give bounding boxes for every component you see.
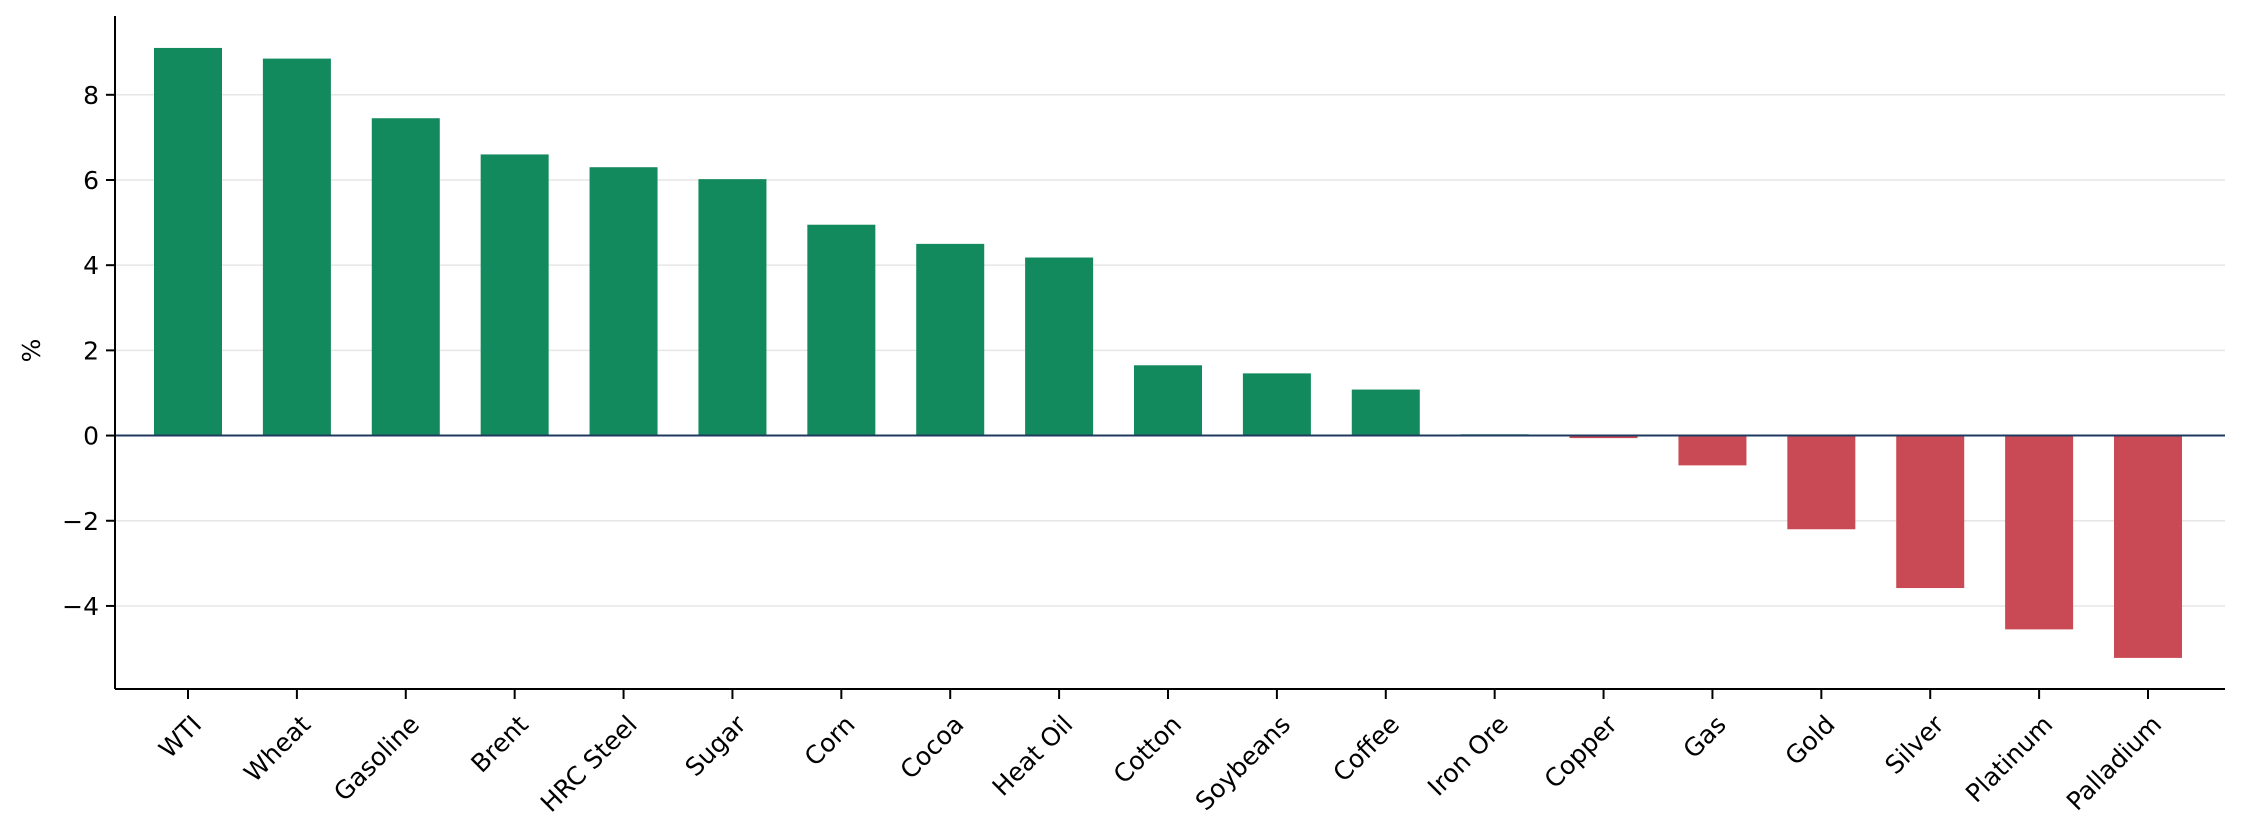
x-tick-label: Copper	[1539, 709, 1624, 794]
y-tick-label: −2	[62, 507, 99, 536]
x-tick-label: Platinum	[1960, 710, 2058, 808]
x-tick-label: Cotton	[1108, 710, 1188, 790]
y-tick-label: −4	[62, 592, 99, 621]
bar	[2005, 435, 2074, 630]
bar	[1787, 435, 1856, 530]
bar	[2114, 435, 2182, 658]
bar	[1678, 435, 1747, 466]
x-tick-label: WTI	[153, 710, 207, 764]
bar	[1896, 435, 1965, 589]
x-tick-label: Wheat	[238, 710, 316, 788]
x-tick-label: Corn	[799, 710, 861, 772]
bar	[807, 224, 876, 436]
bar	[154, 47, 222, 436]
bar	[262, 58, 331, 436]
bar	[1242, 373, 1311, 436]
x-tick-label: Sugar	[679, 709, 752, 782]
bars	[154, 47, 2182, 658]
x-tick-label: Coffee	[1327, 710, 1405, 788]
y-tick-label: 6	[83, 166, 99, 195]
x-tick-label: Soybeans	[1190, 710, 1296, 816]
y-tick-label: 0	[83, 422, 99, 451]
y-tick-label: 2	[83, 336, 99, 365]
x-tick-label: Gas	[1677, 710, 1731, 764]
x-tick-label: Cocoa	[894, 710, 969, 785]
bar	[1025, 257, 1094, 436]
x-tick-label: Palladium	[2061, 710, 2167, 816]
x-axis: WTI Wheat Gasoline Brent HRC Steel Sugar Corn C…	[115, 688, 2225, 818]
y-axis-label: %	[17, 339, 46, 363]
bar	[371, 118, 440, 436]
x-tick-label: Silver	[1879, 709, 1950, 780]
bar	[1134, 365, 1202, 436]
x-tick-label: Heat Oil	[987, 710, 1079, 802]
bar	[1569, 435, 1638, 439]
y-axis: −4 −2 0 2 4 6 8	[62, 16, 116, 689]
bar	[480, 154, 549, 436]
x-tick-label: Brent	[465, 710, 534, 779]
bar	[1351, 389, 1420, 436]
x-tick-label: HRC Steel	[535, 710, 643, 818]
bar	[589, 167, 658, 436]
x-tick-label: Iron Ore	[1422, 710, 1514, 802]
bar	[698, 179, 767, 436]
y-tick-label: 8	[83, 81, 99, 110]
x-tick-label: Gold	[1779, 710, 1840, 771]
x-tick-label: Gasoline	[328, 710, 425, 807]
grid-lines	[115, 94, 2225, 607]
bar	[916, 243, 985, 436]
y-tick-label: 4	[83, 251, 99, 280]
